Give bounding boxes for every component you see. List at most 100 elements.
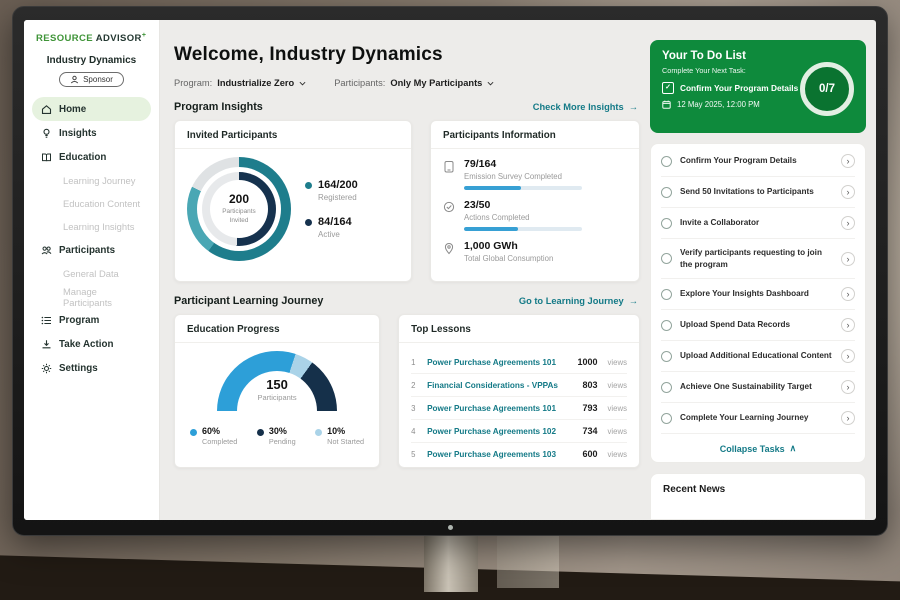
task-chevron-icon[interactable]: ›: [841, 251, 855, 266]
checkbox-icon[interactable]: ✓: [662, 82, 674, 94]
gauge-center-value: 150: [266, 377, 288, 392]
lesson-row-5: 5 Power Purchase Agreements 103 600 view…: [411, 449, 627, 459]
dashboard-screen: RESOURCE ADVISOR+ Industry Dynamics Spon…: [24, 20, 876, 520]
sidebar-item-take-action[interactable]: Take Action: [32, 332, 151, 356]
program-insights-heading: Program Insights: [174, 101, 263, 113]
lesson-link[interactable]: Power Purchase Agreements 101: [427, 403, 557, 413]
participants-filter-value: Only My Participants: [390, 78, 483, 88]
sidebar-item-participants[interactable]: Participants: [32, 238, 151, 262]
top-lessons-card: Top Lessons 1 Power Purchase Agreements …: [398, 314, 640, 468]
task-item-2[interactable]: Send 50 Invitations to Participants ›: [661, 177, 855, 209]
task-chevron-icon[interactable]: ›: [841, 411, 855, 425]
sponsor-badge[interactable]: Sponsor: [59, 72, 124, 88]
app-logo: RESOURCE ADVISOR+: [32, 32, 151, 44]
home-icon: [41, 104, 52, 114]
sidebar-item-learning-journey[interactable]: Learning Journey: [63, 175, 136, 187]
chevron-down-icon: [299, 81, 306, 85]
card-title: Top Lessons: [399, 324, 639, 343]
task-checkbox[interactable]: [661, 217, 672, 229]
sidebar-item-education[interactable]: Education: [32, 145, 151, 169]
lesson-link[interactable]: Power Purchase Agreements 101: [427, 357, 557, 367]
learning-cards-row: Education Progress 150 Participants 60%: [174, 314, 640, 468]
task-item-6[interactable]: Upload Spend Data Records ›: [661, 310, 855, 341]
clipboard-icon: [444, 161, 454, 173]
gear-icon: [41, 363, 52, 373]
task-checkbox[interactable]: [661, 350, 672, 362]
arrow-right-icon: →: [628, 296, 638, 306]
sponsor-person-icon: [70, 75, 79, 84]
lesson-row-1: 1 Power Purchase Agreements 101 1000 vie…: [411, 351, 627, 374]
task-item-8[interactable]: Achieve One Sustainability Target ›: [661, 372, 855, 403]
sidebar-item-insights[interactable]: Insights: [32, 121, 151, 145]
lesson-link[interactable]: Power Purchase Agreements 103: [427, 449, 557, 459]
task-item-4[interactable]: Verify participants requesting to join t…: [661, 239, 855, 279]
task-chevron-icon[interactable]: ›: [841, 380, 855, 394]
legend-dot: [315, 429, 323, 436]
task-item-5[interactable]: Explore Your Insights Dashboard ›: [661, 279, 855, 310]
task-chevron-icon[interactable]: ›: [841, 287, 855, 301]
task-checkbox[interactable]: [661, 412, 672, 424]
task-checkbox[interactable]: [661, 319, 672, 331]
participants-filter-label: Participants:: [334, 78, 386, 88]
todo-subtitle: Complete Your Next Task:: [662, 66, 746, 75]
task-item-1[interactable]: Confirm Your Program Details ›: [661, 146, 855, 178]
filter-bar: Program: Industrialize Zero Participants…: [174, 78, 640, 88]
recent-news-title: Recent News: [663, 484, 726, 495]
task-chevron-icon[interactable]: ›: [841, 185, 855, 200]
chevron-down-icon: [487, 81, 494, 85]
task-checkbox[interactable]: [661, 288, 672, 300]
sidebar-item-education-content[interactable]: Education Content: [63, 198, 141, 210]
collapse-tasks-link[interactable]: Collapse Tasks ∧: [719, 443, 797, 454]
invited-participants-card: Invited Participants 200 Participants In…: [174, 120, 413, 282]
legend-dot: [190, 429, 197, 436]
sidebar-item-manage-participants[interactable]: Manage Participants: [63, 285, 112, 308]
sidebar-item-general-data[interactable]: General Data: [63, 268, 119, 280]
task-checkbox[interactable]: [661, 381, 672, 393]
sidebar-item-learning-insights[interactable]: Learning Insights: [63, 221, 135, 233]
task-checkbox[interactable]: [661, 155, 672, 167]
logo-resource: RESOURCE: [36, 33, 94, 45]
learning-journey-heading: Participant Learning Journey: [174, 295, 324, 307]
task-item-7[interactable]: Upload Additional Educational Content ›: [661, 341, 855, 372]
actions-progress-bar: [464, 227, 583, 231]
logo-plus: +: [141, 32, 147, 39]
education-progress-card: Education Progress 150 Participants 60%: [174, 314, 381, 468]
lesson-link[interactable]: Financial Considerations - VPPAs: [427, 380, 558, 390]
lesson-row-3: 3 Power Purchase Agreements 101 793 view…: [411, 397, 627, 420]
stat-emission-survey: 79/164 Emission Survey Completed: [443, 158, 627, 190]
checklist-icon: [443, 201, 455, 213]
participants-filter-dropdown[interactable]: Participants: Only My Participants: [334, 78, 494, 88]
todo-progress-ring: 0/7: [800, 62, 854, 116]
todo-summary-card: Your To Do List Complete Your Next Task:…: [650, 40, 866, 134]
insights-cards-row: Invited Participants 200 Participants In…: [174, 120, 640, 282]
task-checkbox[interactable]: [661, 186, 672, 198]
card-title: Participants Information: [431, 130, 639, 149]
education-gauge-chart: 150 Participants: [217, 351, 338, 413]
sidebar-item-home[interactable]: Home: [32, 97, 151, 122]
lesson-link[interactable]: Power Purchase Agreements 102: [427, 426, 557, 436]
sidebar-item-program[interactable]: Program: [32, 308, 151, 332]
go-to-learning-journey-link[interactable]: Go to Learning Journey →: [518, 296, 638, 306]
task-checkbox[interactable]: [661, 253, 672, 265]
calendar-icon: [662, 100, 671, 109]
sidebar-item-settings[interactable]: Settings: [32, 356, 151, 380]
todo-column: Your To Do List Complete Your Next Task:…: [650, 40, 866, 520]
legend-dot: [256, 429, 264, 436]
check-more-insights-link[interactable]: Check More Insights →: [532, 102, 638, 112]
task-chevron-icon[interactable]: ›: [841, 318, 855, 332]
logo-advisor: ADVISOR: [95, 33, 142, 45]
todo-next-task[interactable]: ✓ Confirm Your Program Details: [662, 82, 802, 94]
task-chevron-icon[interactable]: ›: [841, 216, 855, 231]
task-chevron-icon[interactable]: ›: [841, 154, 855, 169]
task-chevron-icon[interactable]: ›: [841, 349, 855, 363]
stat-actions-completed: 23/50 Actions Completed: [443, 199, 627, 231]
program-filter-dropdown[interactable]: Program: Industrialize Zero: [174, 78, 306, 88]
task-item-3[interactable]: Invite a Collaborator ›: [661, 208, 855, 240]
gauge-center-label: Participants: [257, 393, 297, 402]
monitor-bezel: RESOURCE ADVISOR+ Industry Dynamics Spon…: [12, 6, 888, 536]
invited-donut-chart: 200 Participants Invited: [187, 157, 291, 261]
todo-due-date: 12 May 2025, 12:00 PM: [662, 100, 854, 109]
donut-inner-ring: [202, 172, 276, 246]
legend-not-started: 10% Not Started: [315, 426, 364, 446]
task-item-9[interactable]: Complete Your Learning Journey ›: [661, 403, 855, 434]
